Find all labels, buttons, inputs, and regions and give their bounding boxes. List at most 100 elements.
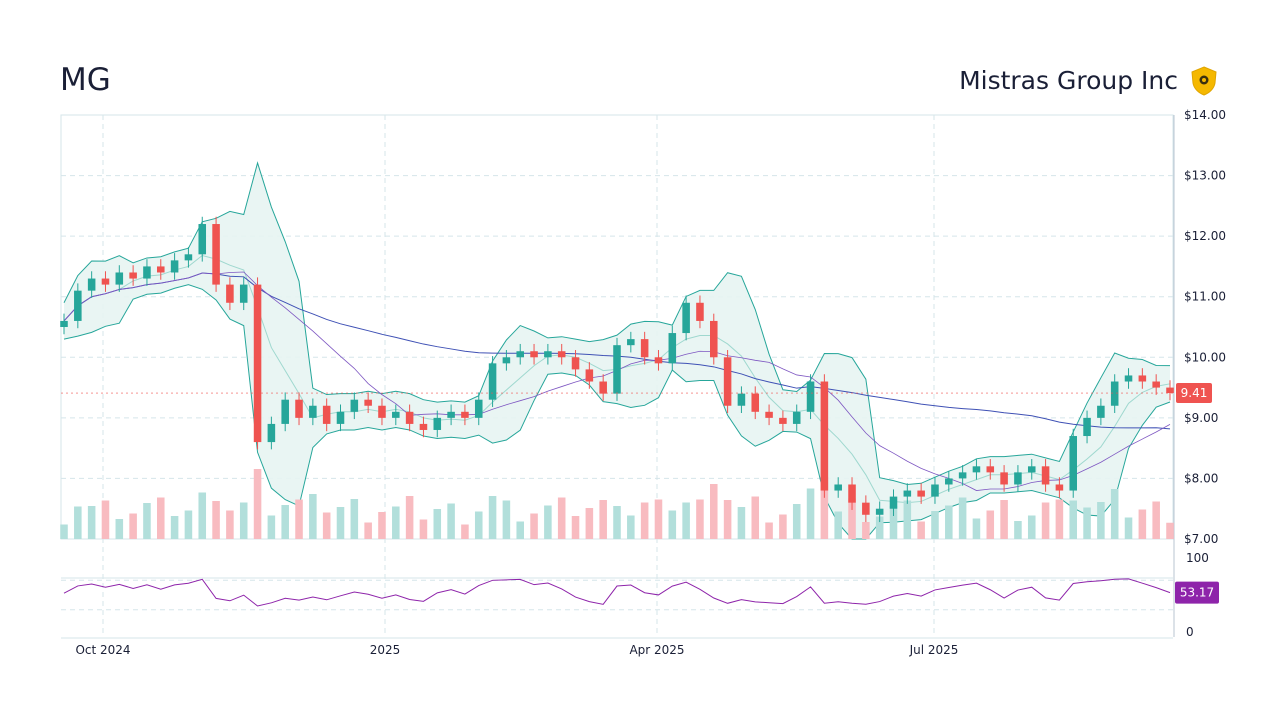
volume-bar	[405, 496, 414, 539]
volume-bar	[599, 500, 607, 539]
candle-body	[530, 351, 538, 358]
time-tick-label: 2025	[370, 643, 401, 657]
volume-bar	[737, 507, 746, 539]
candle-body	[322, 405, 331, 424]
volume-bar	[668, 510, 677, 539]
volume-bar	[1000, 500, 1008, 539]
volume-bar	[1138, 509, 1147, 539]
candle-body	[958, 472, 967, 479]
company-name: Mistras Group Inc	[959, 66, 1178, 95]
candle-body	[1069, 436, 1078, 491]
candle-body	[309, 405, 317, 418]
volume-bar	[848, 498, 856, 539]
candle-body	[820, 381, 829, 491]
volume-bar	[820, 477, 829, 539]
volume-bar	[917, 521, 925, 539]
price-tick-label: $7.00	[1184, 532, 1218, 546]
rsi-line	[63, 578, 1171, 607]
time-tick-label: Oct 2024	[75, 643, 130, 657]
candle-body	[903, 490, 912, 497]
volume-bar	[723, 500, 732, 539]
candle-body	[1124, 375, 1133, 382]
volume-bar	[281, 505, 289, 539]
volume-bar	[1152, 501, 1160, 539]
candle-body	[1097, 405, 1105, 418]
candle-body	[115, 272, 124, 285]
candle-body	[765, 411, 773, 418]
volume-bar	[557, 497, 566, 539]
candle-body	[364, 399, 372, 406]
volume-bar	[309, 494, 317, 539]
candle-body	[447, 411, 455, 418]
volume-bar	[488, 496, 497, 539]
candle-body	[1014, 472, 1022, 485]
volume-bar	[115, 519, 124, 539]
volume-bar	[765, 522, 773, 539]
volume-bar	[474, 511, 483, 539]
candle-body	[1166, 387, 1174, 394]
volume-bar	[239, 502, 248, 539]
candle-body	[544, 351, 552, 358]
candle-body	[170, 260, 179, 273]
volume-bar	[184, 510, 193, 539]
candle-body	[336, 411, 345, 424]
candle-body	[60, 320, 68, 327]
candle-body	[392, 411, 400, 418]
bollinger-upper-line	[63, 161, 1171, 485]
volume-bar	[1014, 521, 1022, 539]
volume-bar	[1166, 522, 1174, 539]
volume-bar	[1069, 500, 1078, 539]
volume-bar	[696, 499, 704, 539]
candle-body	[143, 266, 151, 279]
volume-bar	[253, 469, 262, 539]
candle-body	[419, 423, 428, 430]
volume-bar	[267, 515, 276, 539]
volume-bar	[87, 506, 96, 539]
candle-body	[1027, 466, 1036, 473]
price-tick-label: $10.00	[1184, 350, 1226, 364]
price-tick-label: $11.00	[1184, 290, 1226, 304]
shield-badge-icon	[1191, 66, 1217, 96]
volume-bar	[74, 506, 82, 539]
candle-body	[1138, 375, 1147, 382]
last-price-badge	[1176, 383, 1212, 404]
volume-bar	[392, 506, 400, 539]
volume-bar	[986, 510, 995, 539]
volume-bar	[945, 505, 953, 539]
volume-bar	[571, 516, 580, 539]
candle-body	[212, 224, 220, 285]
ticker-symbol: MG	[60, 62, 111, 98]
candle-body	[502, 357, 511, 364]
volume-bar	[613, 506, 621, 539]
volume-bar	[1027, 515, 1036, 539]
volume-bar	[544, 505, 552, 539]
last-price-value: 9.41	[1181, 386, 1208, 400]
candle-body	[267, 423, 276, 443]
candle-body	[571, 357, 580, 370]
candle-body	[723, 357, 732, 406]
volume-bar	[958, 497, 967, 539]
volume-bar	[156, 497, 165, 539]
candle-body	[198, 224, 207, 255]
candle-body	[405, 411, 414, 424]
candle-body	[226, 284, 234, 303]
volume-bar	[779, 514, 787, 539]
volume-bar	[322, 512, 331, 539]
candle-body	[627, 339, 635, 346]
candle-body	[281, 399, 289, 424]
volume-bar	[792, 504, 801, 539]
volume-bar	[129, 513, 137, 539]
volume-bar	[585, 508, 594, 539]
volume-bar	[1097, 502, 1105, 539]
rsi-tick-label: 0	[1186, 625, 1194, 639]
candle-body	[461, 411, 469, 418]
volume-bar	[198, 492, 207, 539]
volume-bar	[143, 503, 151, 539]
candle-body	[654, 357, 663, 364]
candle-body	[1000, 472, 1008, 485]
candle-body	[751, 393, 760, 412]
candle-body	[557, 351, 566, 358]
candle-body	[986, 466, 995, 473]
volume-bar	[60, 524, 68, 539]
